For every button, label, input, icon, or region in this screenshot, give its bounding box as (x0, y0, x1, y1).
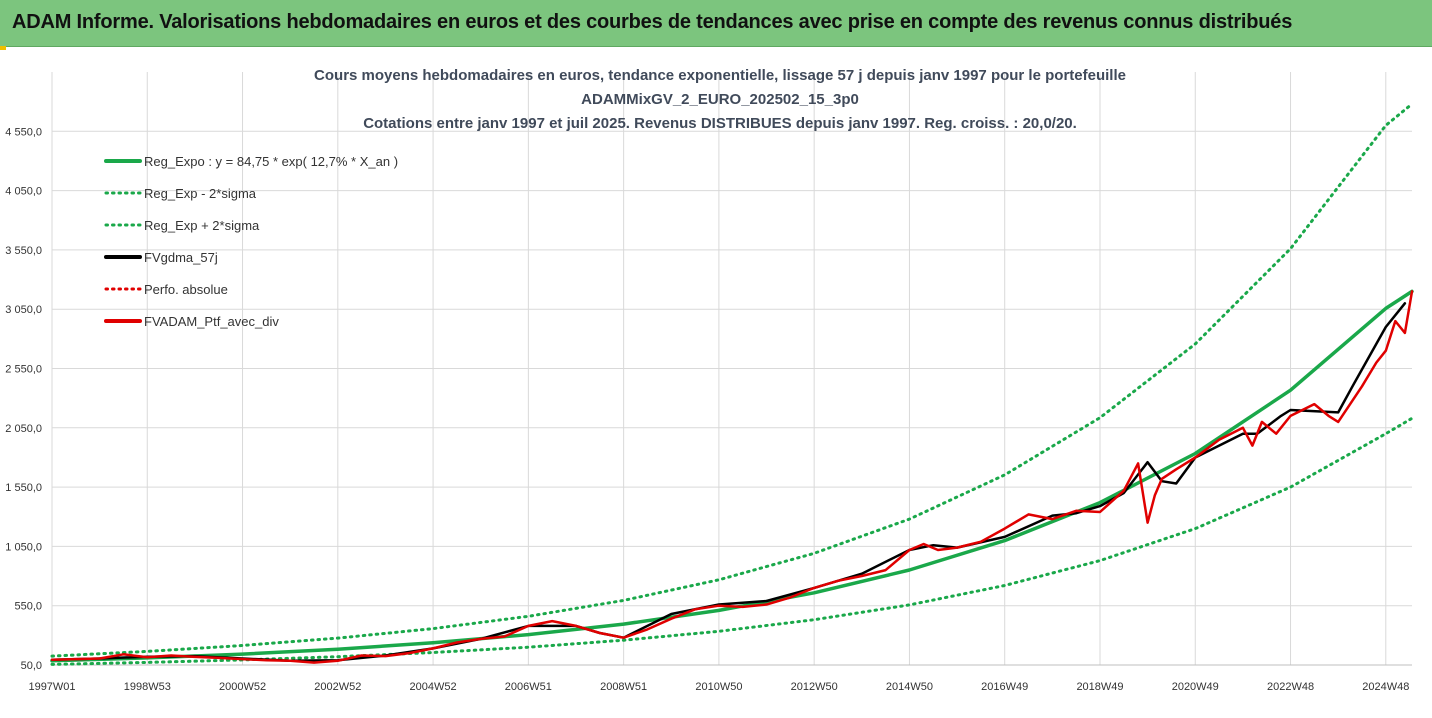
x-tick-label: 2016W49 (981, 681, 1028, 693)
title-banner: ADAM Informe. Valorisations hebdomadaire… (0, 0, 1432, 47)
legend-label: Perfo. absolue (144, 282, 228, 297)
x-tick-label: 2012W50 (791, 681, 838, 693)
y-tick-label: 550,0 (14, 601, 42, 613)
x-tick-label: 2010W50 (695, 681, 742, 693)
x-tick-label: 2014W50 (886, 681, 933, 693)
series-line (50, 290, 1414, 664)
legend-label: Reg_Exp + 2*sigma (144, 218, 260, 233)
chart-title-line: ADAMMixGV_2_EURO_202502_15_3p0 (581, 91, 859, 108)
legend-label: FVgdma_57j (144, 250, 218, 265)
x-tick-label: 2002W52 (314, 681, 361, 693)
y-tick-label: 50,0 (21, 660, 42, 672)
x-tick-label: 2006W51 (505, 681, 552, 693)
legend-label: FVADAM_Ptf_avec_div (144, 314, 279, 329)
series-line (50, 416, 1414, 666)
x-tick-label: 1997W01 (28, 681, 75, 693)
banner-title: ADAM Informe. Valorisations hebdomadaire… (12, 11, 1293, 33)
x-tick-label: 2004W52 (410, 681, 457, 693)
y-tick-label: 4 050,0 (5, 186, 42, 198)
x-tick-label: 2008W51 (600, 681, 647, 693)
y-tick-label: 1 550,0 (5, 482, 42, 494)
x-tick-label: 1998W53 (124, 681, 171, 693)
decorative-accent (0, 46, 6, 50)
y-tick-label: 2 550,0 (5, 364, 42, 376)
grid-lines (51, 72, 1412, 666)
chart: Cours moyens hebdomadaires en euros, ten… (5, 67, 1414, 693)
legend-label: Reg_Expo : y = 84,75 * exp( 12,7% * X_an… (144, 154, 398, 169)
x-tick-label: 2022W48 (1267, 681, 1314, 693)
y-tick-label: 3 050,0 (5, 304, 42, 316)
series-lines (50, 102, 1414, 666)
x-tick-label: 2024W48 (1362, 681, 1409, 693)
x-tick-label: 2000W52 (219, 681, 266, 693)
legend: Reg_Expo : y = 84,75 * exp( 12,7% * X_an… (104, 154, 398, 329)
x-tick-label: 2018W49 (1076, 681, 1123, 693)
axes: 50,0 550,0 1 050,0 1 550,0 2 050,0 2 550,0 3 0… (5, 126, 1412, 693)
chart-title-line: Cours moyens hebdomadaires en euros, ten… (314, 67, 1126, 84)
y-tick-label: 3 550,0 (5, 245, 42, 257)
chart-title: Cours moyens hebdomadaires en euros, ten… (314, 67, 1126, 132)
y-tick-label: 1 050,0 (5, 541, 42, 553)
series-line (50, 102, 1414, 658)
x-tick-label: 2020W49 (1172, 681, 1219, 693)
y-tick-label: 4 550,0 (5, 126, 42, 138)
series-line (50, 302, 1407, 663)
legend-label: Reg_Exp - 2*sigma (144, 186, 257, 201)
chart-title-line: Cotations entre janv 1997 et juil 2025. … (363, 115, 1077, 132)
y-tick-label: 2 050,0 (5, 423, 42, 435)
